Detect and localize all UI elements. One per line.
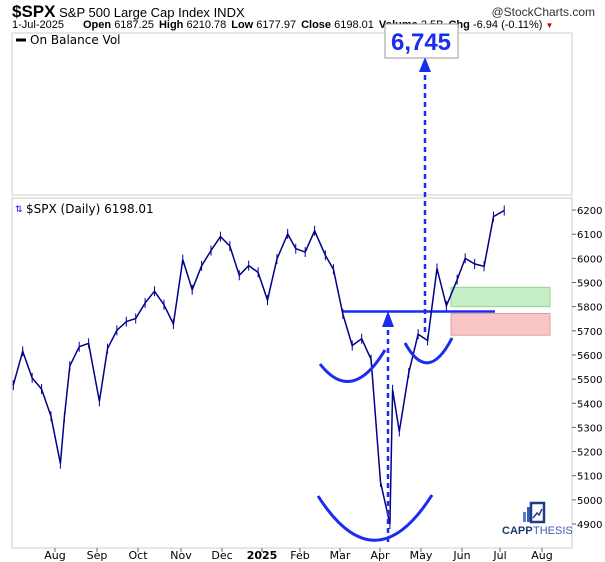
logo-text-light: THESIS xyxy=(533,525,573,537)
y-tick-label: 5300 xyxy=(577,423,602,434)
low-label: Low xyxy=(231,19,254,31)
y-tick-label: 5000 xyxy=(577,496,602,507)
high-value: 6210.78 xyxy=(186,19,227,31)
y-tick-label: 5500 xyxy=(577,375,602,386)
y-tick-label: 6100 xyxy=(577,230,602,241)
x-tick-label: Nov xyxy=(170,549,192,562)
price-panel xyxy=(11,197,573,549)
price-line xyxy=(12,209,505,525)
y-tick-label: 6200 xyxy=(577,206,602,217)
down-triangle-icon: ▼ xyxy=(545,21,554,30)
x-tick-label: Dec xyxy=(211,549,232,562)
x-tick-label: Apr xyxy=(370,549,390,562)
brand: @StockCharts.com xyxy=(491,5,595,19)
close-value: 6198.01 xyxy=(334,19,374,31)
y-tick-label: 5100 xyxy=(577,472,602,483)
low-value: 6177.97 xyxy=(256,19,297,31)
green-zone xyxy=(450,286,551,308)
high-label: High xyxy=(158,19,184,31)
x-tick-label: May xyxy=(410,549,433,562)
x-tick-label: 2025 xyxy=(247,549,278,562)
x-tick-label: Jul xyxy=(492,549,506,562)
x-tick-label: Feb xyxy=(290,549,309,562)
exchange: INDX xyxy=(213,5,245,20)
y-tick-label: 5800 xyxy=(577,303,602,314)
red-zone xyxy=(450,312,551,336)
capp-thesis-logo: CAPP THESIS xyxy=(502,501,573,537)
y-tick-label: 5700 xyxy=(577,327,602,338)
left-shoulder-arc xyxy=(318,349,387,383)
chart-title: $SPX S&P 500 Large Cap Index INDX xyxy=(12,2,245,22)
x-tick-label: Aug xyxy=(44,549,65,562)
arrow-head-icon xyxy=(419,57,431,72)
logo-text-bold: CAPP xyxy=(502,525,533,537)
y-tick-label: 4900 xyxy=(577,520,602,531)
x-tick-label: Oct xyxy=(128,549,148,562)
y-tick-label: 5900 xyxy=(577,279,602,290)
indicator-panel xyxy=(11,32,573,196)
symbol: $SPX xyxy=(12,2,56,21)
bars-icon: ⇅ xyxy=(15,204,23,214)
y-tick-label: 5400 xyxy=(577,399,602,410)
y-tick-label: 5200 xyxy=(577,448,602,459)
close-label: Close xyxy=(301,19,332,31)
open-value: 6187.25 xyxy=(114,19,154,31)
open-label: Open xyxy=(83,19,112,31)
date: 1-Jul-2025 xyxy=(12,19,64,31)
x-tick-label: Aug xyxy=(531,549,552,562)
target-label: 6,745 xyxy=(391,29,451,56)
x-tick-label: Sep xyxy=(87,549,108,562)
x-tick-label: Jun xyxy=(452,549,470,562)
head-arc xyxy=(316,494,434,542)
right-shoulder-arc xyxy=(403,337,454,365)
x-tick-label: Mar xyxy=(330,549,351,562)
price-legend: $SPX (Daily) 6198.01 xyxy=(26,202,154,216)
symbol-name: S&P 500 Large Cap Index xyxy=(59,5,210,20)
y-tick-label: 6000 xyxy=(577,254,602,265)
obv-legend: On Balance Vol xyxy=(30,33,121,47)
arrow-head-icon xyxy=(382,311,394,327)
chg-value: -6.94 (-0.11%) xyxy=(472,19,543,31)
target-box xyxy=(384,23,459,59)
y-tick-label: 5600 xyxy=(577,351,602,362)
